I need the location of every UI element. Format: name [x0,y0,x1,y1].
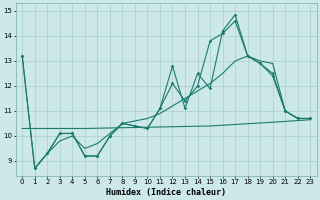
X-axis label: Humidex (Indice chaleur): Humidex (Indice chaleur) [106,188,226,197]
